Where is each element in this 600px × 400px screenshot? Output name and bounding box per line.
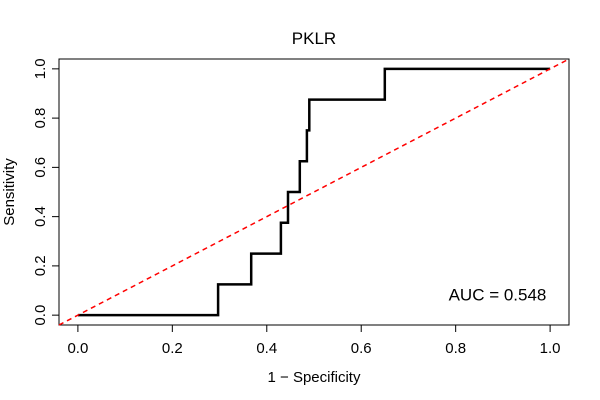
reference-diagonal-line: [58, 58, 570, 326]
auc-annotation: AUC = 0.548: [449, 285, 547, 304]
y-tick-label: 0.8: [32, 108, 49, 129]
x-axis-label: 1 − Specificity: [268, 369, 361, 386]
y-tick-label: 0.2: [32, 255, 49, 276]
y-tick-label: 0.4: [32, 206, 49, 227]
y-tick-label: 1.0: [32, 58, 49, 79]
y-axis-label: Sensitivity: [1, 158, 18, 226]
x-tick-label: 0.6: [351, 340, 372, 357]
y-axis: 0.0 0.2 0.4 0.6 0.8 1.0: [32, 58, 60, 326]
x-tick-label: 0.2: [162, 340, 183, 357]
roc-curve-line: [77, 67, 551, 317]
chart-title: PKLR: [292, 29, 336, 48]
y-tick-label: 0.0: [32, 305, 49, 326]
series-layer: [58, 58, 570, 326]
x-tick-label: 0.0: [67, 340, 88, 357]
x-axis: 0.0 0.2 0.4 0.6 0.8 1.0: [67, 324, 561, 357]
y-tick-label: 0.6: [32, 157, 49, 178]
x-tick-label: 1.0: [540, 340, 561, 357]
x-tick-label: 0.8: [445, 340, 466, 357]
x-tick-label: 0.4: [256, 340, 277, 357]
